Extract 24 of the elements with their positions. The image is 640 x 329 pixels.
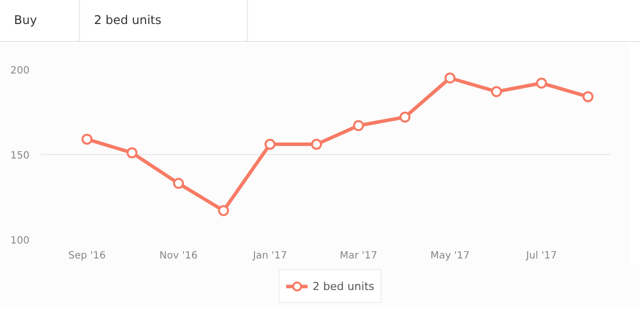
- point: [264, 138, 276, 150]
- point: [491, 86, 502, 98]
- x-tick-label: Nov '16: [159, 250, 198, 262]
- x-tick-label: Mar '17: [340, 250, 378, 262]
- y-tick-label: 200: [10, 66, 30, 76]
- x-tick-label: Sep '16: [68, 250, 106, 262]
- x-tick-label: Jul '17: [525, 250, 557, 262]
- legend-label: 2 bed units: [312, 280, 374, 292]
- y-tick-label: 150: [10, 150, 30, 162]
- x-tick-label: May '17: [430, 250, 470, 262]
- text: Buy: [0, 0, 80, 41]
- point: [444, 72, 456, 84]
- point: [218, 205, 229, 216]
- point: [400, 112, 410, 123]
- point: [353, 120, 364, 132]
- point: [126, 147, 138, 158]
- point: [173, 178, 184, 189]
- point: [82, 134, 92, 145]
- point: [582, 91, 594, 102]
- point: [536, 78, 547, 89]
- text: 2 bed units: [80, 0, 248, 41]
- point: [311, 138, 322, 150]
- y-tick-label: 100: [10, 236, 30, 246]
- x-tick-label: Jan '17: [252, 250, 288, 262]
